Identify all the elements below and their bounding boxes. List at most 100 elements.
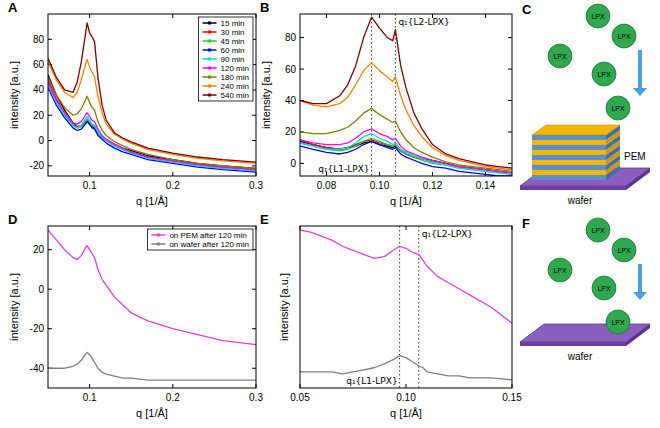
y-tick-right — [508, 37, 512, 38]
annotation-line — [418, 226, 419, 388]
series-group — [300, 17, 512, 176]
y-tick — [48, 328, 52, 329]
x-tick — [379, 172, 380, 176]
chart-panel: B0.080.100.120.14020406080q [1/Å]intensi… — [260, 0, 512, 207]
pem-top — [532, 125, 620, 135]
legend-swatch — [151, 243, 165, 245]
legend-marker — [208, 22, 211, 25]
series-line — [300, 230, 512, 323]
y-tick-right — [252, 289, 256, 290]
x-tick — [89, 172, 90, 176]
legend-marker — [208, 49, 211, 52]
legend-marker — [157, 243, 160, 246]
x-axis-title: q [1/Å] — [136, 195, 168, 207]
pem-layer — [532, 140, 606, 145]
particle — [612, 238, 636, 262]
x-tick — [172, 384, 173, 388]
legend-swatch — [203, 94, 217, 96]
pem-layer — [532, 155, 606, 160]
legend-marker — [208, 40, 211, 43]
series-line — [300, 17, 512, 168]
particle-label: LPX — [611, 319, 625, 326]
chart-panel: A0.10.20.3-20020406080q [1/Å]intensity [… — [8, 0, 263, 207]
pem-layer — [532, 150, 606, 155]
x-tick-label: 0.3 — [249, 392, 263, 403]
legend-label: on wafer after 120 min — [169, 240, 249, 249]
panel-letter: E — [260, 212, 269, 227]
particle-label: LPX — [611, 105, 625, 112]
series-line — [48, 77, 256, 168]
series-line — [48, 80, 256, 170]
x-tick-label: 0.2 — [166, 392, 180, 403]
particle — [592, 62, 616, 86]
annotation: q₁{L2-LPX} — [422, 229, 473, 239]
legend-swatch — [203, 58, 217, 60]
x-tick-label: 0.14 — [476, 180, 496, 191]
arrow — [638, 264, 642, 294]
y-tick — [48, 249, 52, 250]
panel-letter: A — [8, 0, 18, 15]
legend-label: 45 min — [221, 37, 245, 46]
pem-layer — [532, 135, 606, 140]
layer-label: PEM — [624, 151, 646, 162]
annotation-line — [371, 14, 372, 176]
y-tick-label: 20 — [285, 126, 297, 137]
y-tick — [48, 115, 52, 116]
series-line — [48, 23, 256, 162]
x-axis-title: q [1/Å] — [136, 407, 168, 419]
y-tick-label: 40 — [33, 84, 45, 95]
series-line — [48, 230, 256, 345]
y-tick — [300, 37, 304, 38]
legend-marker — [208, 31, 211, 34]
legend-swatch — [203, 67, 217, 69]
y-tick-label: 80 — [285, 32, 297, 43]
legend-box — [199, 17, 253, 101]
series-line — [48, 352, 256, 380]
x-axis-title: q [1/Å] — [390, 407, 422, 419]
y-axis-title: intensity [a.u.] — [278, 273, 290, 341]
y-tick-label: 60 — [285, 64, 297, 75]
plot-frame — [300, 226, 512, 388]
pem-layer — [532, 145, 606, 150]
particle-label: LPX — [617, 33, 631, 40]
legend-label: 90 min — [221, 55, 245, 64]
series-line — [48, 82, 256, 169]
legend-label: 15 min — [221, 19, 245, 28]
pem-layer — [532, 170, 606, 175]
annotation: q₁{L1-LPX} — [346, 376, 397, 386]
x-tick-top — [172, 14, 173, 18]
particle-label: LPX — [597, 71, 611, 78]
pem-layer — [532, 160, 606, 165]
particle-label: LPX — [553, 53, 567, 60]
x-tick — [172, 172, 173, 176]
layer-label: wafer — [567, 195, 593, 206]
diagram: CwaferPEMLPXLPXLPXLPXLPX — [520, 2, 650, 206]
layer-label: wafer — [567, 351, 593, 362]
legend-marker — [208, 76, 211, 79]
legend-swatch — [203, 76, 217, 78]
y-tick-label: -20 — [30, 160, 45, 171]
pem-layer — [532, 175, 606, 180]
y-tick-right — [252, 140, 256, 141]
particle — [606, 96, 630, 120]
series-group — [300, 230, 512, 380]
x-tick-label: 0.15 — [502, 392, 522, 403]
legend: 15 min30 min45 min60 min90 min120 min180… — [199, 17, 253, 101]
legend-marker — [208, 94, 211, 97]
legend-label: 120 min — [221, 64, 249, 73]
legend-label: 240 min — [221, 82, 249, 91]
legend-swatch — [203, 85, 217, 87]
legend-marker — [208, 67, 211, 70]
legend-swatch — [203, 49, 217, 51]
y-tick-label: 40 — [285, 95, 297, 106]
annotation-line — [399, 226, 400, 388]
y-tick — [300, 69, 304, 70]
y-tick-label: 80 — [33, 34, 45, 45]
y-tick — [48, 140, 52, 141]
x-tick-label: 0.12 — [423, 180, 443, 191]
y-tick — [48, 165, 52, 166]
x-tick-label: 0.1 — [83, 180, 97, 191]
y-tick-right — [252, 368, 256, 369]
x-tick — [432, 172, 433, 176]
arrow — [638, 50, 642, 90]
